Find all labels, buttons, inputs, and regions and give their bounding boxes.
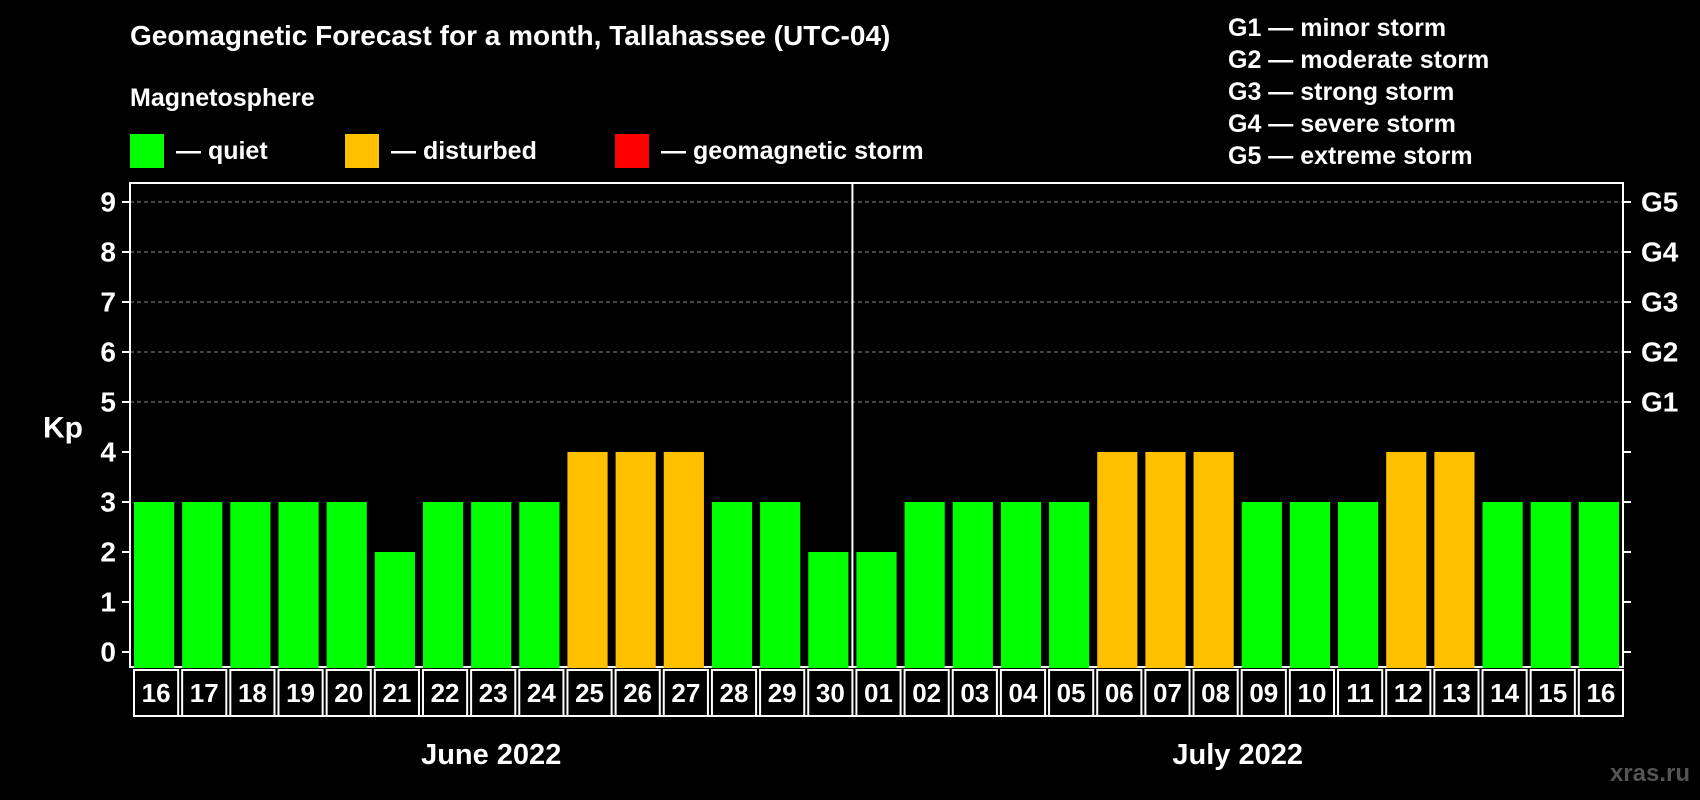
bar bbox=[760, 502, 801, 668]
day-label: 24 bbox=[527, 678, 556, 708]
bar bbox=[471, 502, 512, 668]
bar bbox=[1434, 452, 1475, 668]
legend-quiet: — quiet bbox=[130, 134, 268, 168]
bar bbox=[278, 502, 319, 668]
bar bbox=[904, 502, 945, 668]
day-label: 08 bbox=[1201, 678, 1230, 708]
day-label: 19 bbox=[286, 678, 315, 708]
bar bbox=[182, 502, 223, 668]
bar bbox=[519, 502, 560, 668]
g-tick-label: G3 bbox=[1641, 287, 1678, 318]
legend-disturbed: — disturbed bbox=[345, 134, 537, 168]
day-label: 26 bbox=[623, 678, 652, 708]
day-label: 07 bbox=[1153, 678, 1182, 708]
bar bbox=[1289, 502, 1331, 668]
y-tick-label: 3 bbox=[100, 487, 116, 518]
day-label: 28 bbox=[720, 678, 749, 708]
g-tick-label: G2 bbox=[1641, 337, 1678, 368]
day-label: 30 bbox=[816, 678, 845, 708]
bar bbox=[326, 502, 367, 668]
day-label: 15 bbox=[1538, 678, 1567, 708]
chart-title: Geomagnetic Forecast for a month, Tallah… bbox=[130, 20, 891, 51]
day-label: 09 bbox=[1249, 678, 1278, 708]
bar bbox=[808, 552, 849, 668]
day-label: 20 bbox=[334, 678, 363, 708]
day-label: 16 bbox=[142, 678, 171, 708]
day-label: 22 bbox=[431, 678, 460, 708]
day-label: 04 bbox=[1009, 678, 1038, 708]
bar bbox=[422, 502, 464, 668]
bar bbox=[134, 502, 175, 668]
bar bbox=[1145, 452, 1186, 668]
bar bbox=[711, 502, 753, 668]
day-label: 29 bbox=[768, 678, 797, 708]
bar bbox=[615, 452, 656, 668]
day-label: 27 bbox=[671, 678, 700, 708]
y-tick-label: 0 bbox=[100, 637, 116, 668]
day-label: 13 bbox=[1442, 678, 1471, 708]
bar bbox=[1578, 502, 1619, 668]
g-tick-label: G5 bbox=[1641, 187, 1678, 218]
day-label: 01 bbox=[864, 678, 893, 708]
day-label: 02 bbox=[912, 678, 941, 708]
y-axis-label: Kp bbox=[43, 412, 83, 445]
day-label: 18 bbox=[238, 678, 267, 708]
y-tick-label: 5 bbox=[100, 387, 116, 418]
g-scale-legend: G1 — minor storm G2 — moderate storm G3 … bbox=[1228, 12, 1489, 172]
day-label: 25 bbox=[575, 678, 604, 708]
day-label: 05 bbox=[1057, 678, 1086, 708]
legend-swatch-disturbed bbox=[345, 134, 379, 168]
day-label: 06 bbox=[1105, 678, 1134, 708]
bar bbox=[567, 452, 608, 668]
bar bbox=[1338, 502, 1379, 668]
legend-swatch-quiet bbox=[130, 134, 164, 168]
bar bbox=[1000, 502, 1042, 668]
y-tick-label: 6 bbox=[100, 337, 116, 368]
y-tick-label: 2 bbox=[100, 537, 116, 568]
day-label: 16 bbox=[1586, 678, 1615, 708]
bar bbox=[1049, 502, 1090, 668]
bar bbox=[1193, 452, 1234, 668]
bar bbox=[1482, 502, 1523, 668]
g-legend-g2: G2 — moderate storm bbox=[1228, 46, 1490, 74]
g-legend-g1: G1 — minor storm bbox=[1228, 14, 1447, 42]
bar bbox=[663, 452, 704, 668]
y-tick-label: 7 bbox=[100, 287, 116, 318]
g-tick-label: G1 bbox=[1641, 387, 1678, 418]
day-label: 17 bbox=[190, 678, 219, 708]
month-label-june: June 2022 bbox=[421, 739, 561, 771]
g-legend-g3: G3 — strong storm bbox=[1228, 78, 1455, 106]
y-tick-label: 8 bbox=[100, 237, 116, 268]
day-label: 11 bbox=[1346, 678, 1374, 708]
day-label: 12 bbox=[1394, 678, 1423, 708]
bar bbox=[1097, 452, 1138, 668]
day-label: 21 bbox=[382, 678, 411, 708]
bar bbox=[952, 502, 993, 668]
legend-label-quiet: — quiet bbox=[176, 136, 268, 165]
day-label: 14 bbox=[1490, 678, 1519, 708]
day-label: 10 bbox=[1297, 678, 1326, 708]
bar bbox=[1386, 452, 1427, 668]
bar bbox=[1241, 502, 1282, 668]
bar bbox=[374, 552, 415, 668]
y-tick-label: 9 bbox=[100, 187, 116, 218]
legend-label-storm: — geomagnetic storm bbox=[661, 136, 924, 165]
legend-swatch-storm bbox=[615, 134, 649, 168]
bar bbox=[230, 502, 271, 668]
bar bbox=[856, 552, 897, 668]
g-legend-g4: G4 — severe storm bbox=[1228, 110, 1456, 138]
y-tick-label: 4 bbox=[100, 437, 116, 468]
month-label-july: July 2022 bbox=[1172, 739, 1303, 771]
g-legend-g5: G5 — extreme storm bbox=[1228, 142, 1473, 170]
y-tick-label: 1 bbox=[100, 587, 116, 618]
day-label: 03 bbox=[960, 678, 989, 708]
legend-storm: — geomagnetic storm bbox=[615, 134, 924, 168]
legend-heading: Magnetosphere bbox=[130, 84, 315, 112]
day-label: 23 bbox=[479, 678, 508, 708]
legend-label-disturbed: — disturbed bbox=[391, 136, 537, 165]
bar bbox=[1530, 502, 1571, 668]
watermark: xras.ru bbox=[1609, 760, 1690, 787]
g-tick-label: G4 bbox=[1641, 237, 1679, 268]
